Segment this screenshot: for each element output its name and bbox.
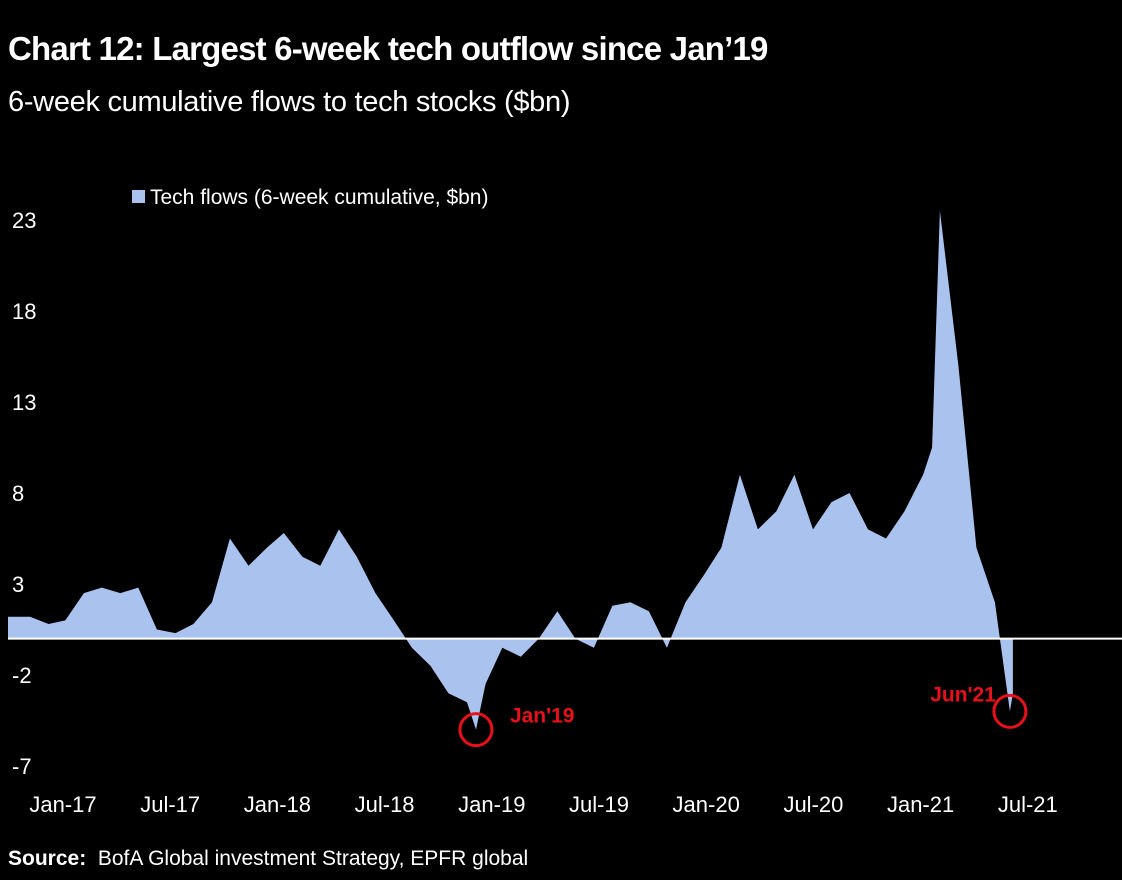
legend: Tech flows (6-week cumulative, $bn) [132, 186, 488, 209]
legend-label: Tech flows (6-week cumulative, $bn) [150, 186, 488, 209]
y-tick-label: 8 [12, 481, 24, 506]
x-tick-label: Jul-21 [998, 792, 1058, 817]
x-tick-label: Jan-21 [887, 792, 954, 817]
x-tick-label: Jan-17 [29, 792, 96, 817]
chart-title: Chart 12: Largest 6-week tech outflow si… [8, 30, 768, 67]
source-label: Source: [8, 847, 87, 870]
source-text: BofA Global investment Strategy, EPFR gl… [97, 847, 529, 870]
x-tick-label: Jul-18 [355, 792, 415, 817]
x-tick-label: Jul-17 [140, 792, 200, 817]
x-tick-label: Jan-20 [673, 792, 740, 817]
y-tick-label: -2 [12, 663, 32, 688]
source-note: Source: BofA Global investment Strategy,… [8, 847, 528, 871]
y-tick-label: 13 [12, 390, 36, 415]
x-tick-label: Jan-18 [244, 792, 311, 817]
x-tick-label: Jul-19 [569, 792, 629, 817]
annotation-circle [992, 693, 1028, 729]
y-tick-label: 18 [12, 299, 36, 324]
tech-flows-area [8, 210, 1013, 730]
annotation-label: Jan'19 [510, 705, 575, 728]
x-tick-label: Jul-20 [783, 792, 843, 817]
chart-subtitle: 6-week cumulative flows to tech stocks (… [8, 86, 571, 118]
annotation-label: Jun'21 [930, 683, 996, 706]
annotation-circle [458, 712, 494, 748]
y-tick-label: 23 [12, 208, 36, 233]
y-tick-label: 3 [12, 572, 24, 597]
legend-swatch [132, 190, 145, 203]
y-tick-label: -7 [12, 754, 32, 779]
x-tick-label: Jan-19 [458, 792, 525, 817]
